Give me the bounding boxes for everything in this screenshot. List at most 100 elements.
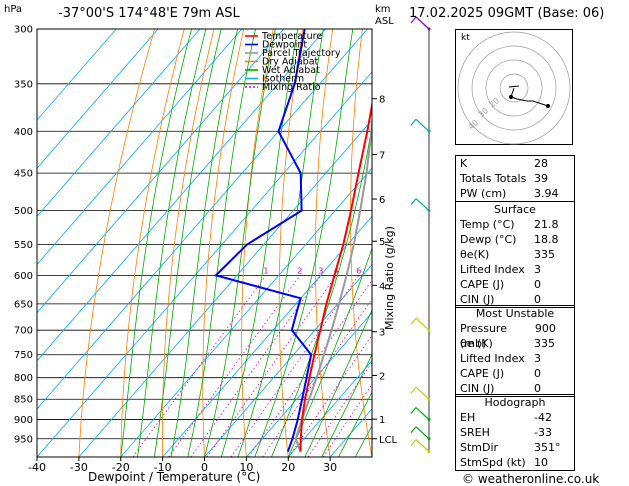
wind-barb-point <box>427 450 431 454</box>
table-row: Dewp (°C) 18.8 <box>460 233 559 246</box>
copyright-footer: © weatheronline.co.uk <box>462 472 600 486</box>
wet-adiabat-line <box>120 29 192 457</box>
wind-barb-point <box>427 209 431 213</box>
dry-adiabat-line <box>162 29 215 457</box>
wet-adiabat-line <box>287 246 372 457</box>
dry-adiabat-line <box>120 29 185 457</box>
wind-barb-flag <box>410 439 417 447</box>
hodograph-table: Hodograph EH -42 SREH -33 StmDir 351° StmSp… <box>455 394 575 471</box>
pressure-tick-label: 400 <box>14 127 33 138</box>
wind-barb-point <box>427 27 431 31</box>
wind-barb-flag <box>410 426 417 434</box>
wind-barbs <box>410 16 431 454</box>
wind-barb <box>415 407 430 420</box>
mixing-ratio-label: 15 <box>408 266 418 275</box>
table-row: StmSpd (kt) 10 <box>460 456 548 469</box>
wind-barb-point <box>427 418 431 422</box>
pressure-tick-label: 900 <box>14 415 33 426</box>
mixing-ratio-line <box>190 275 322 457</box>
wind-barb-flag <box>410 198 417 205</box>
dry-adiabat-line <box>600 29 629 457</box>
isotherm-line <box>37 29 117 121</box>
mixing-ratio-line <box>168 275 301 457</box>
mixing-ratio-line <box>132 275 267 457</box>
table-row: K 28 <box>460 157 548 170</box>
mixing-ratio-label: 25 <box>441 266 451 275</box>
isotherm-line <box>37 29 159 169</box>
profile-lines <box>213 29 372 452</box>
table-row: EH -42 <box>460 411 552 424</box>
wet-adiabat-line <box>338 391 372 457</box>
mixing-ratio-label: 20 <box>426 266 436 275</box>
table-row: PW (cm) 3.94 <box>460 187 559 200</box>
wet-adiabat-line <box>204 29 276 457</box>
storm-motion-mark <box>508 85 520 88</box>
table-row: Totals Totals 39 <box>460 172 548 185</box>
mixing-ratio-label: 8 <box>373 266 378 275</box>
hodograph: kt 40 30 20 <box>455 29 573 145</box>
wind-barb <box>415 198 430 212</box>
dry-adiabat-line <box>418 29 456 457</box>
pressure-tick-label: 300 <box>14 25 33 36</box>
legend-entry: Isotherm <box>262 74 304 85</box>
wind-barb <box>415 386 430 400</box>
dry-adiabat-line <box>350 29 372 457</box>
pressure-tick-label: 950 <box>14 434 33 445</box>
pressure-tick-label: 450 <box>14 169 33 180</box>
height-tick-label: 6 <box>379 195 385 206</box>
pressure-unit-label: hPa <box>4 4 23 15</box>
isotherm-line <box>287 360 372 457</box>
mixing-ratio-label: 6 <box>356 266 361 275</box>
axes: 3003504004505005506006507007508008509009… <box>14 25 398 475</box>
location-title: -37°00'S 174°48'E 79m ASL <box>58 6 240 21</box>
table-row: StmDir 351° <box>460 441 561 454</box>
dry-adiabat-line <box>570 29 629 457</box>
x-tick-label: 10 <box>239 461 253 474</box>
wind-barb <box>415 118 430 132</box>
x-axis-label: Dewpoint / Temperature (°C) <box>88 470 261 484</box>
mixing-ratio-label: 3 <box>318 266 323 275</box>
legend-entry: Dry Adiabat <box>262 57 319 68</box>
table-row: Pressure (mb) 900 <box>460 322 556 350</box>
table-row: CAPE (J) 0 <box>460 367 541 380</box>
height-tick-label: 8 <box>379 95 385 106</box>
table-title: Most Unstable <box>475 307 555 320</box>
mixing-ratio-line <box>248 279 372 457</box>
wind-barb-flag <box>410 317 417 325</box>
legend-entry: Mixing Ratio <box>262 82 321 93</box>
table-row: θe (K) 335 <box>460 337 555 350</box>
dry-adiabat-line <box>241 29 274 457</box>
wind-barb-point <box>427 437 431 441</box>
legend-entry: Parcel Trajectory <box>262 48 341 59</box>
isotherm-line <box>37 29 201 217</box>
wind-barb <box>415 439 430 453</box>
mixing-ratio-axis-label: Mixing Ratio (g/kg) <box>383 226 396 330</box>
pressure-tick-label: 500 <box>14 206 33 217</box>
most-unstable-table: Most Unstable Pressure (mb) 900 θe (K) 335… <box>455 305 575 397</box>
table-row: CAPE (J) 0 <box>460 278 541 291</box>
wet-adiabat-line <box>321 353 372 457</box>
index-table: K 28 Totals Totals 39 PW (cm) 3.94 <box>455 155 575 202</box>
isotherm-line <box>37 29 243 266</box>
dry-adiabat-line <box>202 29 245 457</box>
x-tick-label: -10 <box>154 461 172 474</box>
height-tick-label: 5 <box>379 237 385 248</box>
km-unit-label: km ASL <box>375 4 394 28</box>
wind-barb-flag <box>410 118 417 126</box>
legend-entry: Dewpoint <box>262 40 307 51</box>
dewpoint-line <box>213 29 313 452</box>
wet-adiabat-line <box>137 29 207 457</box>
wind-barb-flag <box>410 407 417 414</box>
height-tick-label: 7 <box>379 150 385 161</box>
wet-adiabat-line <box>254 29 354 457</box>
temperature-line <box>299 99 372 452</box>
wet-adiabat-line <box>220 29 299 457</box>
wind-barb-point <box>427 328 431 332</box>
isotherm-line <box>204 263 372 457</box>
table-row: Lifted Index 3 <box>460 352 541 365</box>
wind-barb <box>415 426 430 440</box>
table-row: θe(K) 335 <box>460 248 555 261</box>
pressure-tick-label: 350 <box>14 79 33 90</box>
wet-adiabat-line <box>170 29 238 457</box>
